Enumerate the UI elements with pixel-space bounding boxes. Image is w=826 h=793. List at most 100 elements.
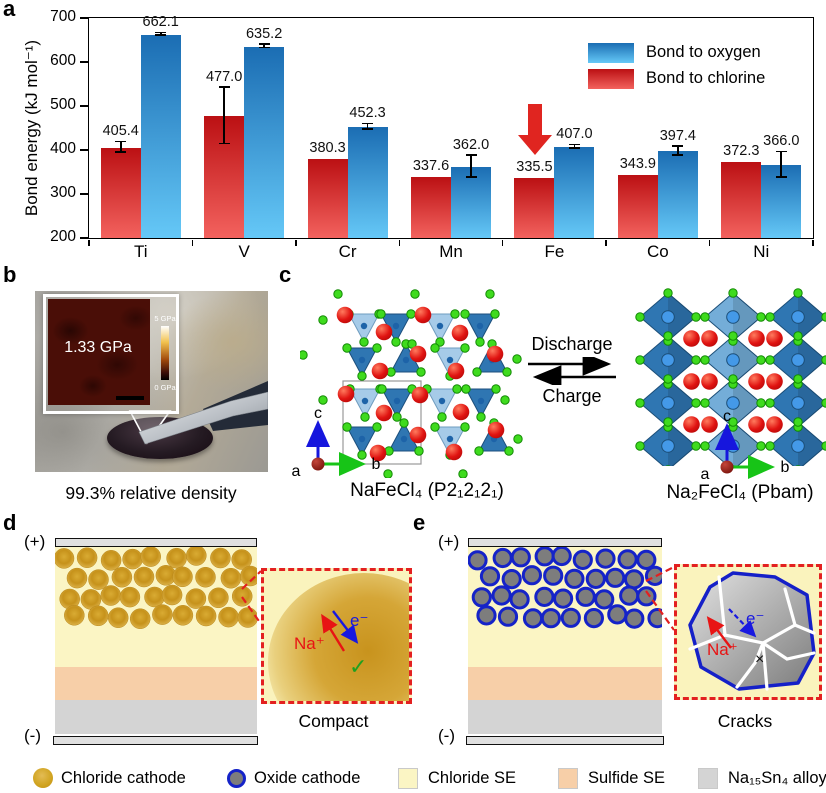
error-cap bbox=[155, 31, 167, 34]
value-label: 397.4 bbox=[659, 127, 696, 144]
error-cap bbox=[218, 142, 230, 145]
error-bar bbox=[119, 142, 122, 153]
svg-text:×: × bbox=[755, 651, 764, 668]
colorbar-max-label: 5 GPa bbox=[154, 314, 176, 323]
d-negative-terminal: (-) bbox=[24, 726, 41, 745]
axis-indicator-right: c b a bbox=[701, 408, 790, 483]
error-cap bbox=[465, 176, 477, 178]
chloride-se-swatch-icon bbox=[398, 767, 418, 789]
svg-text:c: c bbox=[723, 408, 731, 425]
scale-bar bbox=[116, 396, 144, 400]
x-axis-tick bbox=[605, 239, 607, 246]
category-label-V: V bbox=[238, 242, 250, 261]
value-label: 452.3 bbox=[349, 105, 386, 122]
e-negative-terminal: (-) bbox=[438, 726, 455, 745]
value-label: 477.0 bbox=[205, 68, 243, 85]
panel-b-caption: 99.3% relative density bbox=[65, 483, 237, 503]
colorbar bbox=[161, 326, 169, 380]
x-axis-tick bbox=[501, 239, 504, 246]
modulus-map bbox=[48, 299, 150, 405]
panel-c-label: c bbox=[279, 262, 292, 287]
y-tick-label: 200 bbox=[50, 228, 76, 245]
na2fecl4-structure bbox=[635, 288, 826, 466]
chart-legend-row: Bond to chlorine bbox=[588, 68, 765, 89]
e-alloy-layer bbox=[468, 700, 662, 734]
error-bar bbox=[263, 44, 265, 49]
error-cap bbox=[775, 176, 787, 178]
error-cap bbox=[672, 145, 684, 147]
error-cap bbox=[258, 43, 270, 45]
cracks-inset: Na⁺ e⁻ × bbox=[674, 564, 822, 700]
y-tick-label: 300 bbox=[50, 184, 76, 201]
compact-caption: Compact bbox=[298, 711, 369, 731]
category-label-Co: Co bbox=[646, 242, 669, 261]
value-label: 380.3 bbox=[309, 139, 346, 156]
panel-a-label: a bbox=[3, 0, 16, 21]
bar-chlorine-Ti bbox=[100, 147, 141, 238]
panel-b-label: b bbox=[3, 262, 17, 287]
svg-text:✓: ✓ bbox=[349, 654, 367, 679]
value-label: 337.6 bbox=[412, 158, 450, 175]
bar-chlorine-Cr bbox=[307, 158, 348, 238]
y-tick-label: 600 bbox=[50, 52, 76, 69]
legend-item-sulfide-se: Sulfide SE bbox=[558, 766, 665, 790]
bar-chlorine-Fe bbox=[514, 178, 555, 238]
d-sulfide-se-layer bbox=[55, 667, 257, 700]
bar-chlorine-Co bbox=[617, 174, 658, 238]
error-cap bbox=[115, 140, 127, 143]
y-axis-tick bbox=[80, 17, 89, 19]
oxide-cathode-swatch-icon bbox=[227, 768, 246, 788]
error-bar bbox=[366, 124, 369, 130]
error-cap bbox=[258, 46, 270, 49]
axis-indicator-left: c b a bbox=[292, 405, 381, 480]
y-axis-tick bbox=[80, 105, 89, 107]
svg-text:b: b bbox=[372, 456, 381, 473]
cracked-particle-zoom: Na⁺ e⁻ × bbox=[688, 571, 816, 691]
svg-text:a: a bbox=[292, 463, 301, 480]
svg-text:e⁻: e⁻ bbox=[746, 609, 764, 628]
cracks-caption: Cracks bbox=[717, 711, 773, 731]
svg-text:Na⁺: Na⁺ bbox=[707, 640, 738, 659]
y-tick-label: 700 bbox=[50, 8, 76, 25]
error-cap bbox=[568, 143, 580, 146]
colorbar-min-label: 0 GPa bbox=[154, 383, 176, 392]
chart-legend-label: Bond to oxygen bbox=[646, 43, 761, 61]
value-label: 362.0 bbox=[452, 136, 490, 153]
e-sulfide-se-layer bbox=[468, 667, 662, 700]
d-bottom-electrode bbox=[53, 736, 258, 745]
tweezers-tip bbox=[138, 391, 268, 445]
value-label: 405.4 bbox=[102, 123, 139, 140]
category-label-Ni: Ni bbox=[753, 242, 770, 261]
svg-text:c: c bbox=[314, 405, 322, 422]
y-axis-tick bbox=[80, 193, 89, 195]
nafecl4-formula: NaFeCl₄ (P2₁2₁2₁) bbox=[350, 480, 504, 501]
e-bottom-electrode bbox=[466, 736, 664, 745]
error-bar bbox=[677, 146, 679, 156]
e-oxide-cathode-layer bbox=[468, 547, 662, 629]
y-axis-tick bbox=[80, 61, 89, 63]
panel-e-label: e bbox=[413, 510, 426, 535]
error-cap bbox=[672, 153, 684, 156]
legend-label: Chloride cathode bbox=[61, 768, 186, 787]
bar-oxygen-Co bbox=[657, 151, 698, 238]
legend-item-chloride-cathode: Chloride cathode bbox=[33, 766, 186, 790]
d-top-electrode bbox=[55, 538, 257, 547]
legend-item-alloy: Na₁₅Sn₄ alloy bbox=[698, 766, 826, 790]
svg-text:Na⁺: Na⁺ bbox=[294, 634, 325, 653]
bar-oxygen-Mn bbox=[451, 166, 491, 238]
error-cap bbox=[115, 151, 127, 153]
error-cap bbox=[362, 128, 374, 130]
legend-swatch-icon bbox=[588, 68, 634, 89]
error-bar bbox=[780, 152, 783, 178]
legend-label: Sulfide SE bbox=[588, 768, 666, 787]
chart-legend-row: Bond to oxygen bbox=[588, 42, 761, 63]
value-label: 343.9 bbox=[619, 155, 656, 172]
na2fecl4-formula: Na₂FeCl₄ (Pbam) bbox=[666, 482, 814, 503]
bar-chlorine-Mn bbox=[411, 177, 451, 238]
highlight-arrow-icon bbox=[518, 135, 553, 155]
x-axis-tick bbox=[295, 239, 297, 246]
x-axis-tick bbox=[191, 239, 194, 246]
error-bar bbox=[223, 87, 225, 145]
x-axis-tick bbox=[88, 239, 90, 246]
